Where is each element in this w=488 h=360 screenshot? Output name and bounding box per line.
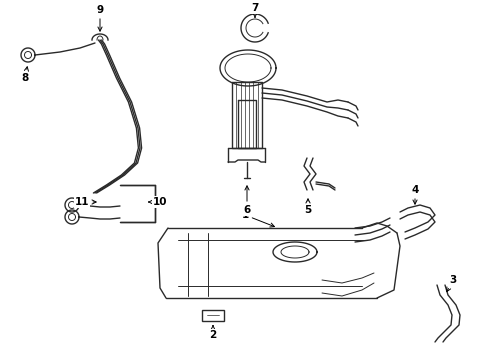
Text: 3: 3 xyxy=(446,275,456,292)
Text: 2: 2 xyxy=(209,326,216,340)
Text: 5: 5 xyxy=(304,199,311,215)
Text: 9: 9 xyxy=(96,5,103,31)
FancyBboxPatch shape xyxy=(202,310,224,321)
Text: 1: 1 xyxy=(241,210,274,227)
Text: 11: 11 xyxy=(75,197,96,207)
Text: 7: 7 xyxy=(251,3,258,17)
Text: 6: 6 xyxy=(243,186,250,215)
Text: 8: 8 xyxy=(21,67,29,83)
Text: 10: 10 xyxy=(148,197,167,207)
Text: 4: 4 xyxy=(410,185,418,204)
